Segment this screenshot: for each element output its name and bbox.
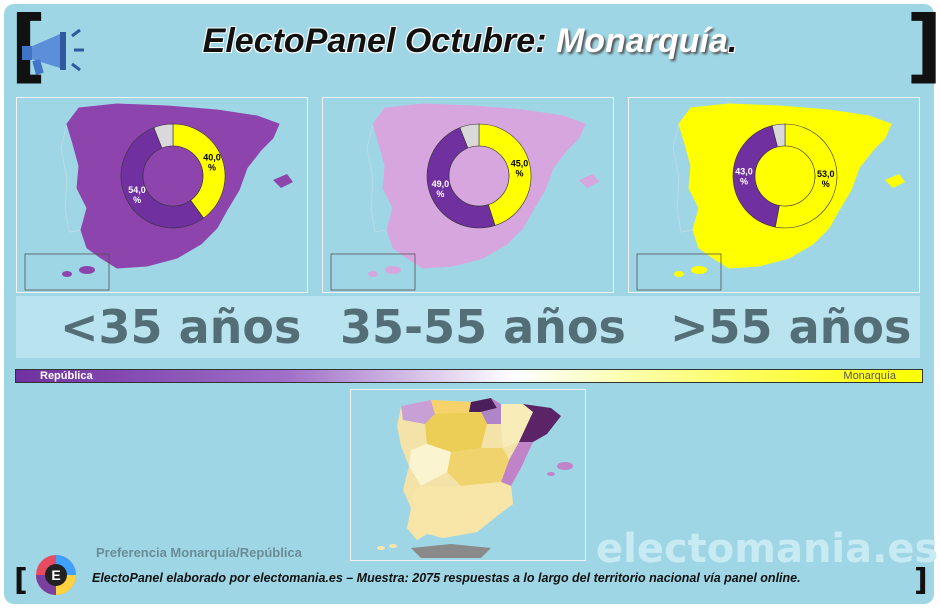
- region-asturias-cantabria: [431, 400, 471, 414]
- donut-label-monarquia: 53,0: [817, 169, 835, 179]
- donut-label-republica: %: [436, 189, 444, 199]
- donut-hole: [754, 145, 816, 207]
- region-andalucia: [407, 482, 513, 540]
- donut-label-monarquia: %: [515, 169, 523, 179]
- donut-label-republica: %: [133, 195, 141, 205]
- regional-map: [350, 389, 586, 561]
- scale-label-monarquia: Monarquía: [843, 370, 896, 382]
- region-canarias-2: [389, 544, 397, 548]
- donut-label-republica: 54,0: [128, 185, 146, 195]
- region-cataluna: [519, 404, 561, 442]
- footer-right-bracket: ]: [914, 563, 928, 598]
- donut-label-monarquia: %: [208, 162, 216, 172]
- page-title: ElectoPanel Octubre: Monarquía.: [0, 22, 940, 61]
- color-scale-bar: [15, 369, 923, 383]
- region-galicia: [401, 400, 435, 424]
- title-highlight: Monarquía: [555, 22, 728, 60]
- region-aragon: [501, 404, 533, 448]
- age-label-bar: [16, 296, 920, 358]
- age-label-senior: >55 años: [670, 300, 912, 354]
- canarias-shape-2: [62, 271, 72, 277]
- map-panel-young: 40,0% 54,0%: [16, 97, 308, 293]
- region-canarias: [377, 546, 385, 550]
- canarias-shape: [691, 266, 707, 274]
- canarias-shape-2: [368, 271, 378, 277]
- baleares-shape: [273, 174, 293, 188]
- canarias-inset: [636, 253, 722, 291]
- right-bracket: ]: [906, 0, 940, 92]
- donut-label-monarquia: %: [822, 179, 830, 189]
- region-baleares-small: [547, 472, 555, 476]
- donut-label-republica: %: [740, 176, 748, 186]
- logo-letter: E: [51, 567, 60, 583]
- donut-label-monarquia: 40,0: [203, 152, 221, 162]
- canarias-inset: [330, 253, 416, 291]
- electomania-logo-icon: E: [36, 555, 76, 595]
- region-castilla-leon: [425, 412, 487, 452]
- region-pais-vasco: [469, 398, 497, 412]
- region-extremadura: [409, 444, 451, 486]
- donut-label-monarquia: 45,0: [511, 159, 529, 169]
- donut-hole: [142, 145, 204, 207]
- canarias-inset: [24, 253, 110, 291]
- spain-map-young: 40,0%54,0%: [24, 103, 293, 291]
- map-panel-middle: 45,0% 49,0%: [322, 97, 614, 293]
- megaphone-icon: [22, 28, 84, 75]
- spain-map-senior: 53,0%43,0%: [636, 103, 905, 291]
- region-baleares: [557, 462, 573, 470]
- canarias-shape-2: [674, 271, 684, 277]
- north-africa: [411, 544, 491, 558]
- watermark: electomania.es: [596, 526, 939, 572]
- region-valencia: [501, 442, 533, 486]
- region-navarra: [481, 398, 501, 424]
- footer-text: ElectoPanel elaborado por electomania.es…: [92, 571, 801, 585]
- donut-label-republica: 49,0: [432, 179, 450, 189]
- spain-map-middle: 45,0%49,0%: [330, 103, 599, 291]
- title-main: ElectoPanel Octubre:: [202, 22, 547, 60]
- baleares-shape: [885, 174, 905, 188]
- title-end: .: [727, 22, 738, 60]
- age-label-young: <35 años: [60, 300, 302, 354]
- chart-subtitle: Preferencia Monarquía/República: [96, 545, 302, 560]
- regional-map-svg: [377, 398, 573, 558]
- footer-left-bracket: [: [14, 563, 28, 598]
- map-panel-senior: 53,0% 43,0%: [628, 97, 920, 293]
- donut-hole: [448, 145, 510, 207]
- donut-label-republica: 43,0: [735, 166, 753, 176]
- region-castilla-mancha: [447, 448, 509, 486]
- canarias-shape: [385, 266, 401, 274]
- baleares-shape: [579, 174, 599, 188]
- scale-label-republica: República: [40, 370, 93, 382]
- age-label-middle: 35-55 años: [340, 300, 626, 354]
- canarias-shape: [79, 266, 95, 274]
